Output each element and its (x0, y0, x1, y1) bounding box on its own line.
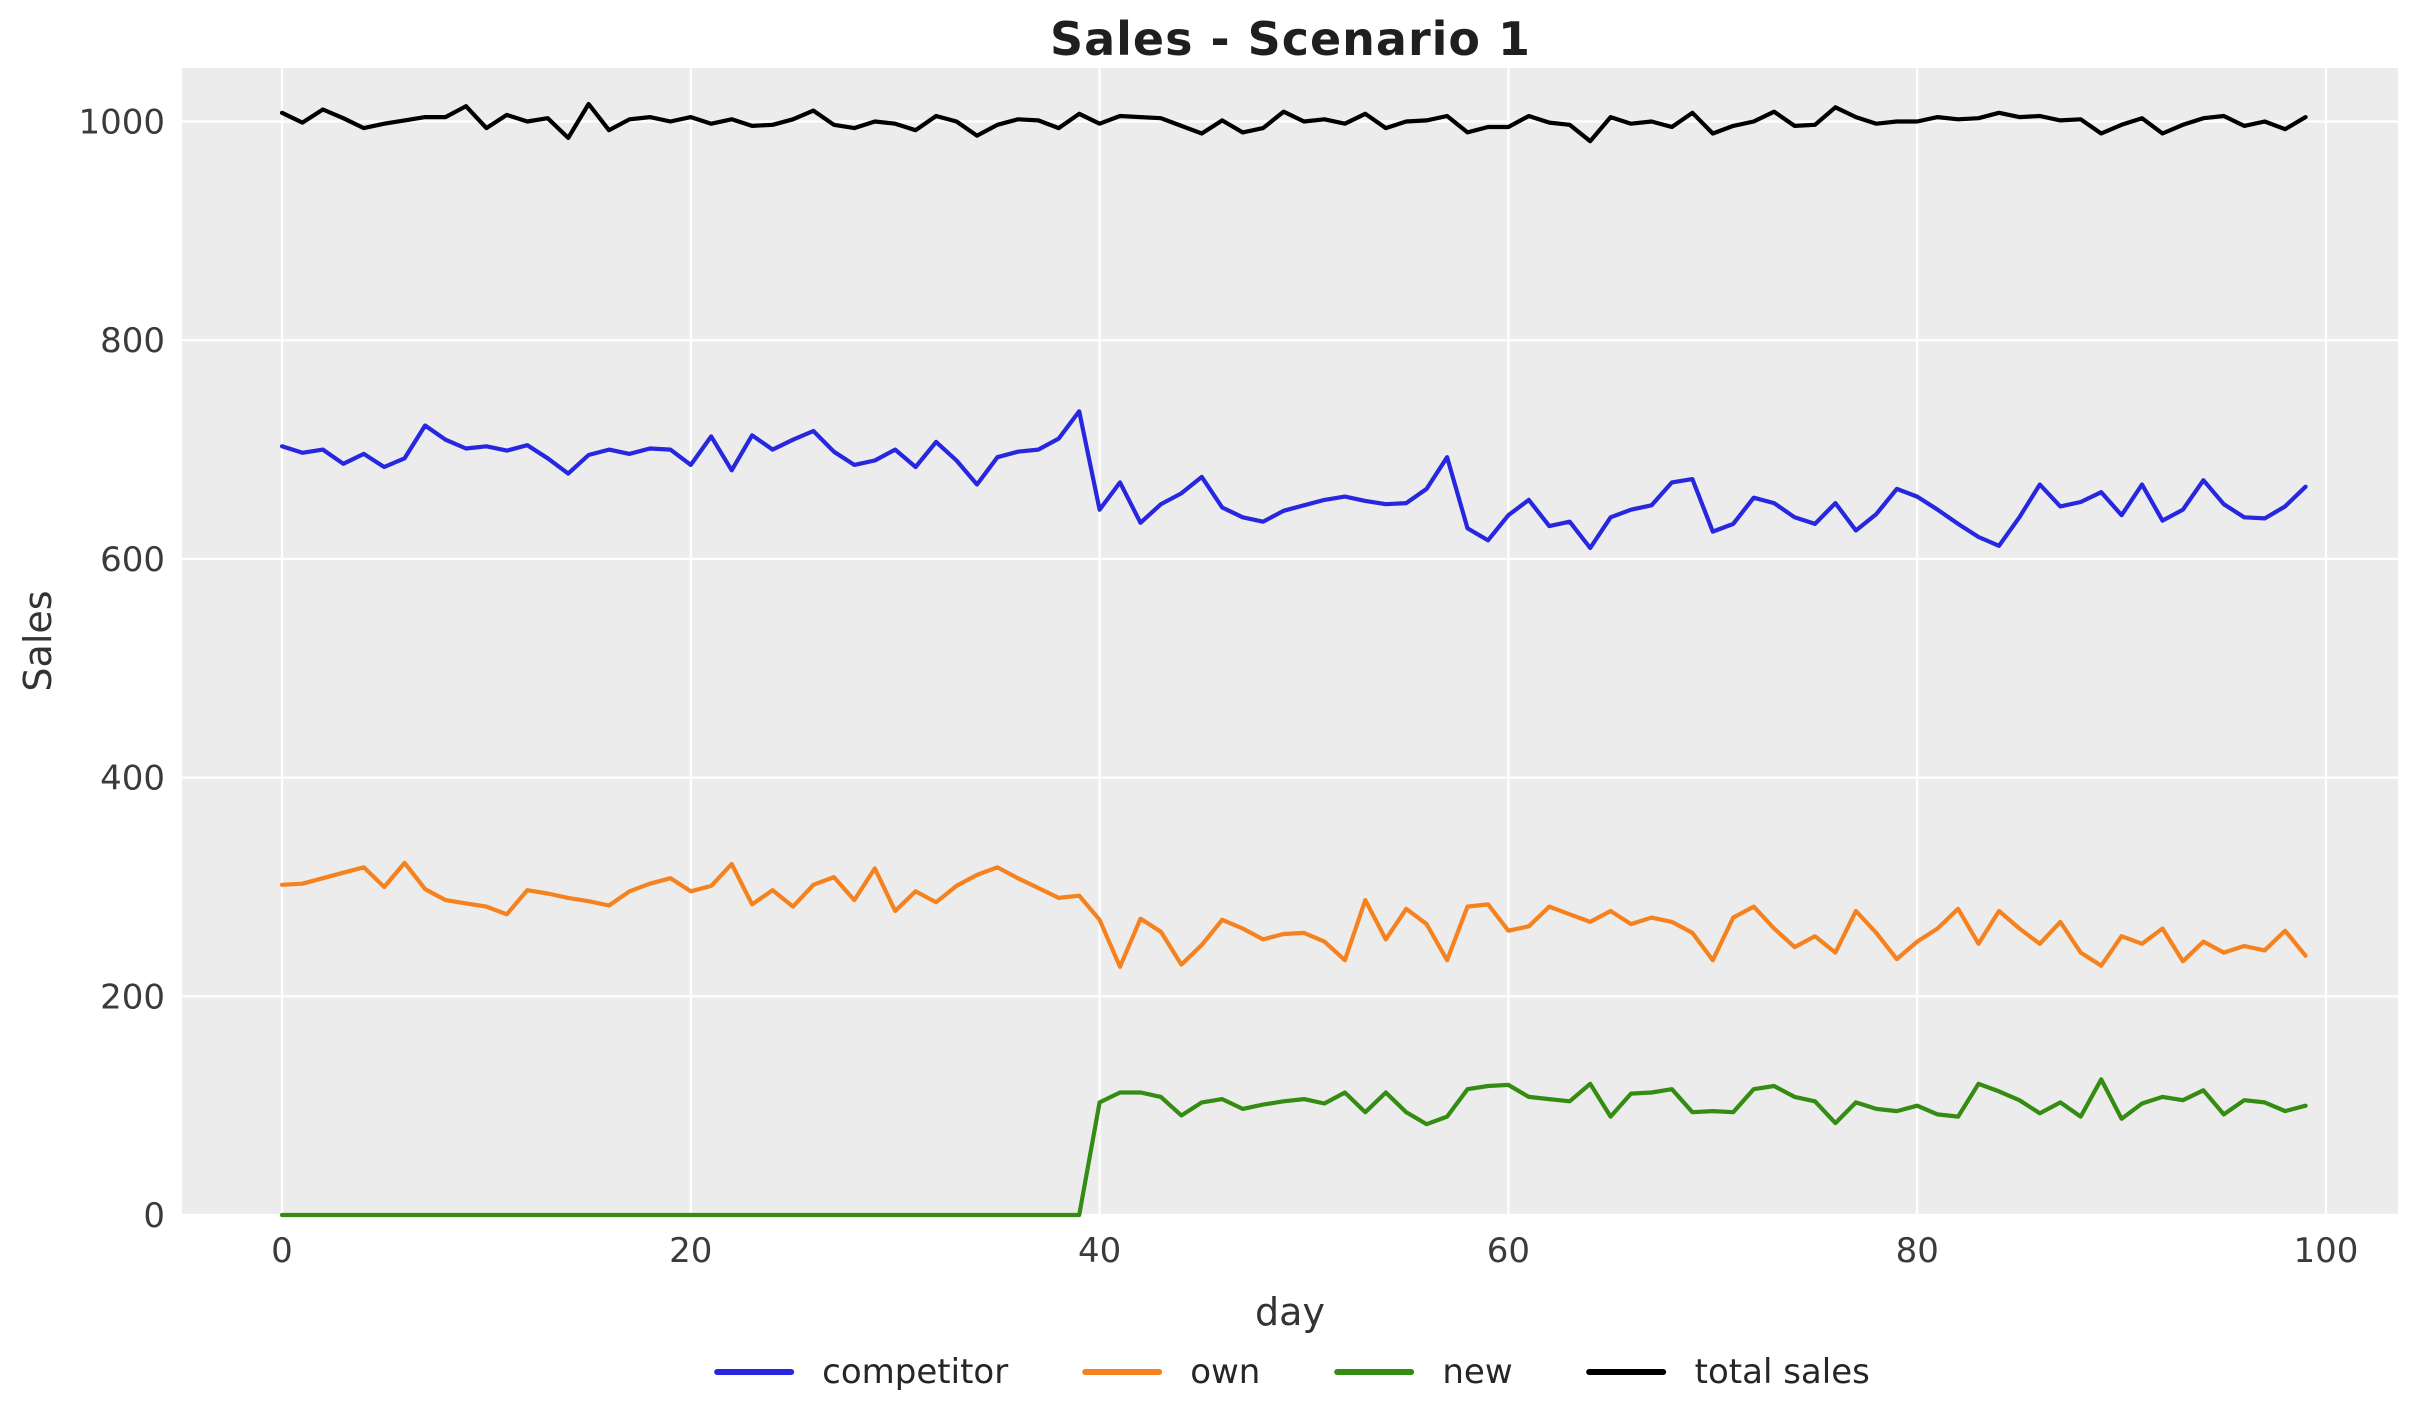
line-competitor (279, 409, 2308, 551)
y-tick-1000: 1000 (78, 103, 165, 143)
y-tick-0: 0 (143, 1196, 165, 1236)
x-tick-80: 80 (1896, 1231, 1939, 1271)
y-tick-800: 800 (100, 321, 165, 361)
x-tick-0: 0 (271, 1231, 293, 1271)
legend-item-own: own (1082, 1352, 1260, 1392)
x-tick-40: 40 (1078, 1231, 1121, 1271)
line-new (279, 1077, 2308, 1218)
y-tick-400: 400 (100, 759, 165, 799)
y-axis-label: Sales (16, 590, 60, 692)
x-tick-20: 20 (669, 1231, 712, 1271)
x-tick-60: 60 (1487, 1231, 1530, 1271)
legend-item-new: new (1334, 1352, 1513, 1392)
line-own (279, 860, 2308, 969)
legend: competitor own new total sales (714, 1352, 1870, 1392)
legend-swatch-new (1334, 1369, 1415, 1375)
legend-item-competitor: competitor (714, 1352, 1008, 1392)
line-total-sales (279, 101, 2308, 144)
y-tick-600: 600 (100, 540, 165, 580)
chart-title: Sales - Scenario 1 (1049, 12, 1532, 66)
legend-swatch-own (1082, 1369, 1163, 1375)
x-axis-label: day (1255, 1290, 1325, 1334)
legend-item-total-sales: total sales (1586, 1352, 1870, 1392)
legend-label-total-sales: total sales (1694, 1352, 1870, 1392)
legend-label-new: new (1442, 1352, 1513, 1392)
legend-swatch-total-sales (1586, 1369, 1667, 1375)
y-tick-200: 200 (100, 977, 165, 1017)
x-tick-100: 100 (2294, 1231, 2359, 1271)
legend-swatch-competitor (714, 1369, 795, 1375)
plot-area (182, 68, 2398, 1215)
legend-label-own: own (1190, 1352, 1261, 1392)
legend-label-competitor: competitor (822, 1352, 1009, 1392)
